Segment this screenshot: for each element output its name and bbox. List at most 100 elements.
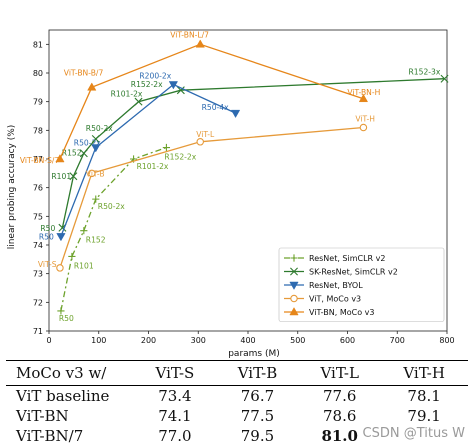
x-tick-label: 800 [439,336,454,345]
y-tick-label: 74 [33,241,43,250]
y-tick-label: 79 [33,98,43,107]
data-point [68,252,76,261]
legend-marker [289,307,299,316]
data-point [91,134,100,143]
legend-label: ResNet, SimCLR v2 [309,254,385,263]
y-tick-label: 75 [33,212,43,221]
data-point [196,138,204,146]
legend-box [278,247,445,322]
table-header-cell: MoCo v3 w/ [6,360,134,386]
y-tick-label: 78 [33,126,43,135]
table-header-cell: ViT-H [380,360,468,386]
y-tick-label: 76 [33,184,43,193]
row-label: ViT-BN [16,407,69,425]
x-axis-label: params (M) [228,349,280,359]
x-tick-label: 700 [390,336,405,345]
point-label: R152-2x [164,153,196,162]
table-cell: 73.4 [158,387,192,405]
y-tick-label: 72 [33,298,43,307]
x-tick-label: 400 [240,336,255,345]
data-point [88,169,96,178]
series-line [60,146,167,312]
table-header-row: MoCo v3 w/ ViT-S ViT-B ViT-L ViT-H [6,360,468,386]
table-cell: 78.1 [407,387,441,405]
legend-marker [289,281,299,290]
table-cell: 79.1 [407,407,441,425]
x-tick-label: 200 [141,336,156,345]
table-cell: 77.6 [323,387,357,405]
point-label: ViT-BN-S/7 [20,156,60,165]
legend-marker [290,267,298,276]
data-point [195,39,205,48]
point-label: R50-2x [74,139,102,148]
data-point [176,86,185,95]
x-tick-label: 100 [91,336,106,345]
data-point [134,97,143,106]
point-label: R101 [51,172,71,181]
point-label: ViT-L [196,130,215,139]
x-tick-label: 300 [191,336,206,345]
y-tick-label: 80 [33,69,43,78]
point-label: R50 [39,232,54,241]
point-label: R50-2x [86,124,114,133]
series-line [59,43,364,160]
y-tick-label: 81 [33,40,43,49]
data-point [57,307,65,315]
point-label: R152 [62,148,82,157]
table-cell: 78.6 [323,407,357,425]
data-point [56,233,66,242]
table-row: ViT-BN 74.1 77.5 78.6 79.1 [6,406,468,426]
legend-label: ViT-BN, MoCo v3 [309,308,374,317]
table-cell: 77.5 [240,407,275,425]
y-tick-label: 73 [33,270,43,279]
legend-marker [290,294,298,303]
point-label: ViT-BN-H [347,88,380,97]
data-point [91,144,101,153]
data-point [80,227,88,235]
y-tick-label: 77 [33,155,43,164]
x-tick-label: 0 [46,336,51,345]
table-cell: 74.1 [158,407,192,425]
chart: 0 100 200 300 400 500 600 700 800 71 72 73 74 75 76 77 7… [7,29,455,359]
series-line [60,83,236,237]
point-label: ViT-H [355,115,375,124]
table-cell: 79.5 [240,427,275,445]
point-label: R101 [74,262,94,271]
point-label: R50 [59,314,74,323]
row-label: ViT-BN/7 [16,427,84,445]
point-label: R50-4x [202,103,230,112]
data-point [56,264,64,272]
point-label: R101-2x [137,162,169,171]
x-tick-label: 600 [340,336,355,345]
point-label: R152-3x [409,68,441,77]
table-cell: 77.0 [158,427,192,445]
data-point [230,109,241,119]
y-tick-label: 71 [33,327,43,336]
point-label: R50-2x [98,202,126,211]
point-label: R152-2x [131,80,163,89]
watermark: CSDN @Titus W [362,426,465,441]
table-header-cell: ViT-L [299,360,381,386]
data-point [55,154,65,163]
y-axis-label: linear probing accuracy (%) [7,125,17,250]
results-table: MoCo v3 w/ ViT-S ViT-B ViT-L ViT-H ViT b… [6,360,468,446]
data-point [162,143,171,152]
data-point [92,195,100,203]
table-row: ViT-BN/7 77.0 79.5 81.0 [6,426,468,446]
legend-label: SK-ResNet, SimCLR v2 [309,268,398,277]
point-label: ViT-BN-L/7 [170,30,209,39]
data-point [358,93,369,103]
point-label: R101-2x [111,90,143,99]
point-label: R50 [40,224,55,233]
data-point [87,82,97,91]
data-point [440,74,449,83]
data-point [168,81,179,90]
point-label: ViT-B [86,169,105,178]
data-point [359,123,368,132]
point-label: ViT-BN-B/7 [64,68,104,77]
series-line [59,126,364,269]
table-header-cell: ViT-S [134,360,216,386]
data-point [79,149,88,158]
table-cell: 76.7 [240,387,275,405]
point-label: ViT-S [38,260,57,269]
